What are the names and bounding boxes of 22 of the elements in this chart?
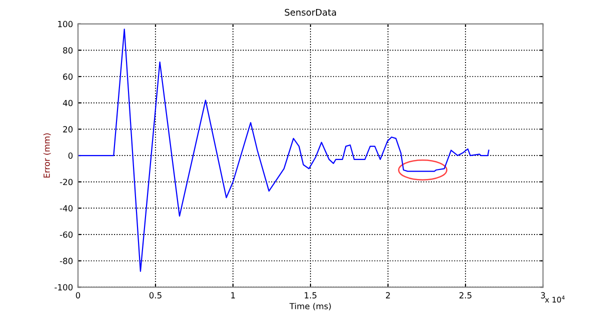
x-tick-label: 1.5 [304,292,316,298]
y-tick-label: 20 [63,126,73,132]
x-tick-label: 1 [231,292,235,298]
y-tick-label: 40 [62,100,73,106]
y-tick-label: -100 [54,284,73,290]
line-series [78,28,490,272]
x-tick-label: 3 [540,292,545,298]
y-tick-label: 100 [58,20,73,28]
x-axis-title: Time (ms) [289,302,331,310]
y-axis-title: Error (mm) [43,133,51,178]
x-tick-label: 0 [76,292,80,298]
y-tick-label: -60 [60,231,73,238]
x-tick-label: 2 [386,292,390,298]
y-tick-label: 60 [63,74,73,80]
y-tick-label: -20 [60,178,73,186]
y-tick-label: -80 [60,258,73,264]
y-tick-label: 0 [68,152,73,159]
chart-title: SensorData [284,8,336,16]
y-tick-label: -40 [60,205,73,212]
x-tick-label: 2.5 [459,292,472,298]
y-tick-label: 80 [63,47,73,54]
x-tick-label: 0.5 [149,292,162,298]
